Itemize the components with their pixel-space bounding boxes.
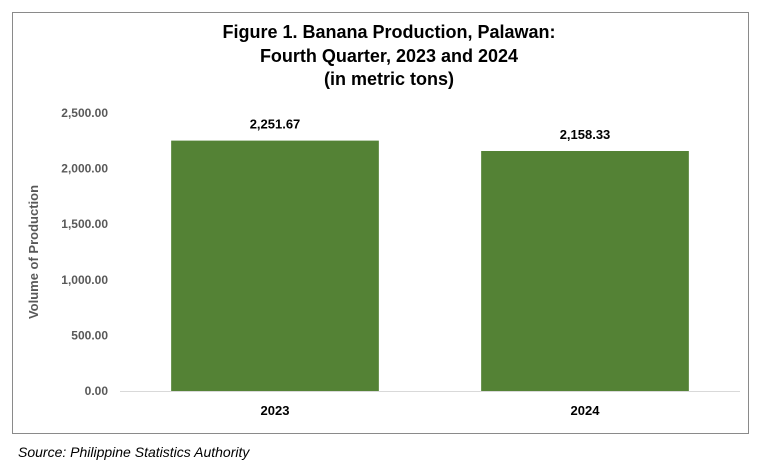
data-labels: 2,251.67 2,158.33	[250, 117, 611, 142]
y-tick-label: 2,500.00	[61, 106, 108, 120]
chart-title-line-3: (in metric tons)	[324, 69, 454, 89]
bar-2024	[481, 150, 689, 391]
chart-title: Figure 1. Banana Production, Palawan: Fo…	[222, 22, 555, 89]
x-axis-labels: 2023 2024	[261, 403, 601, 418]
data-label-2023: 2,251.67	[250, 117, 301, 132]
x-tick-label-2024: 2024	[571, 403, 601, 418]
y-tick-label: 1,500.00	[61, 217, 108, 231]
y-tick-label: 2,000.00	[61, 162, 108, 176]
y-tick-label: 1,000.00	[61, 273, 108, 287]
bar-2023	[171, 140, 379, 391]
y-tick-label: 0.00	[85, 384, 109, 398]
source-note: Source: Philippine Statistics Authority	[18, 444, 250, 460]
chart-title-line-2: Fourth Quarter, 2023 and 2024	[260, 46, 518, 66]
bars	[171, 140, 689, 391]
chart-title-line-1: Figure 1. Banana Production, Palawan:	[222, 22, 555, 42]
data-label-2024: 2,158.33	[560, 127, 611, 142]
x-tick-label-2023: 2023	[261, 403, 290, 418]
y-axis-ticks: 0.00 500.00 1,000.00 1,500.00 2,000.00 2,500.…	[61, 106, 108, 398]
y-axis-title: Volume of Production	[26, 185, 41, 319]
y-tick-label: 500.00	[71, 328, 108, 342]
